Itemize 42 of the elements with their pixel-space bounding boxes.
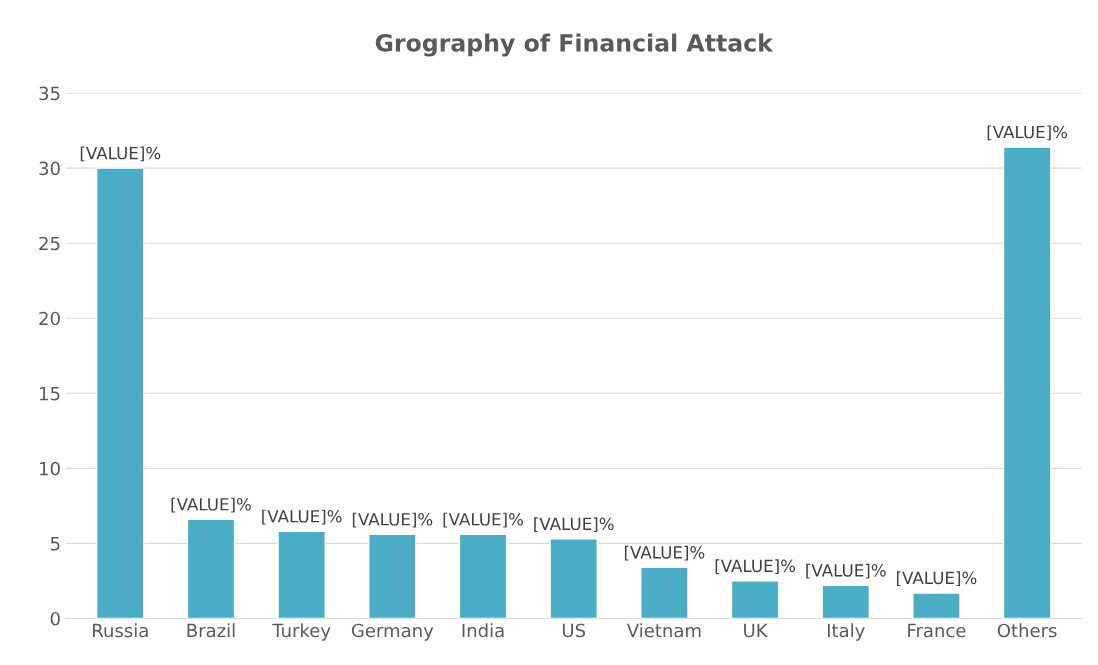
data-label: [VALUE]% — [80, 146, 161, 162]
bar — [96, 167, 145, 619]
y-tick-label: 35 — [39, 86, 60, 101]
y-tick-label: 15 — [40, 387, 60, 401]
data-label: [VALUE]% — [715, 559, 796, 575]
x-tick-label: UK — [744, 623, 768, 638]
data-label: [VALUE]% — [262, 509, 342, 525]
data-label: [VALUE]% — [624, 545, 705, 561]
x-tick-label: France — [908, 623, 966, 638]
data-label: [VALUE]% — [534, 517, 614, 533]
y-tick-label: 10 — [40, 461, 60, 476]
y-tick-label: 25 — [39, 236, 60, 251]
x-tick-label: India — [462, 623, 504, 638]
bar — [1002, 146, 1052, 619]
bar — [912, 592, 961, 619]
data-label: [VALUE]% — [806, 563, 886, 579]
data-label: [VALUE]% — [987, 125, 1068, 141]
bar — [821, 584, 871, 619]
x-tick-label: Italy — [827, 623, 865, 641]
data-label: [VALUE]% — [171, 497, 251, 513]
x-tick-label: Turkey — [272, 623, 331, 641]
x-tick-label: Russia — [93, 623, 148, 638]
bar — [458, 533, 508, 619]
y-tick-label: 30 — [39, 161, 60, 176]
data-label: [VALUE]% — [352, 512, 433, 528]
data-label: [VALUE]% — [443, 512, 523, 528]
bar — [549, 538, 598, 619]
bar — [368, 533, 417, 619]
x-tick-label: Others — [997, 623, 1057, 638]
chart-title: Grography of Financial Attack — [375, 33, 774, 57]
x-tick-label: Brazil — [187, 623, 235, 638]
x-tick-label: US — [562, 623, 586, 638]
y-tick-label: 20 — [39, 311, 60, 326]
x-tick-label: Germany — [351, 623, 434, 641]
bar — [277, 530, 326, 619]
y-tick-label: 5 — [50, 537, 60, 551]
x-tick-label: Vietnam — [626, 623, 701, 638]
y-tick-label: 0 — [50, 611, 60, 626]
bar — [186, 518, 236, 619]
data-label: [VALUE]% — [896, 571, 977, 587]
bar — [730, 580, 780, 619]
bar — [640, 566, 689, 619]
